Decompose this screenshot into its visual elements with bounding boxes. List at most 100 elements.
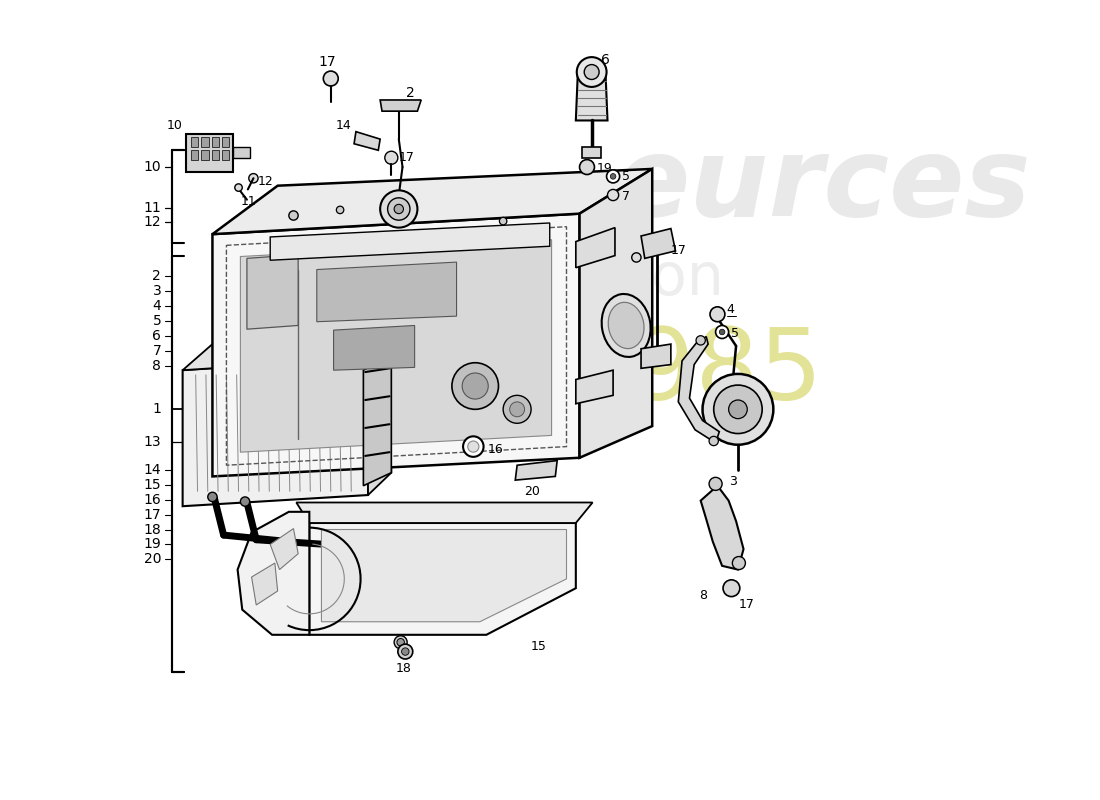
Circle shape — [463, 436, 484, 457]
Text: 11: 11 — [143, 201, 162, 215]
Circle shape — [696, 336, 705, 345]
Text: 2: 2 — [153, 269, 162, 283]
Polygon shape — [575, 370, 613, 404]
Circle shape — [385, 151, 398, 164]
Circle shape — [323, 71, 338, 86]
Circle shape — [462, 373, 488, 399]
Circle shape — [733, 557, 746, 570]
Polygon shape — [641, 229, 675, 258]
Text: 18: 18 — [143, 522, 162, 537]
Polygon shape — [241, 240, 551, 452]
Circle shape — [710, 436, 718, 446]
Bar — [211, 150, 219, 160]
Bar — [222, 138, 229, 146]
Circle shape — [381, 190, 417, 228]
Text: 15: 15 — [144, 478, 162, 492]
Circle shape — [606, 170, 619, 183]
Polygon shape — [252, 563, 277, 605]
Circle shape — [402, 648, 409, 655]
Circle shape — [208, 492, 217, 502]
Circle shape — [710, 307, 725, 322]
Text: 8: 8 — [698, 589, 707, 602]
Circle shape — [509, 402, 525, 417]
Bar — [201, 150, 209, 160]
Circle shape — [728, 400, 747, 418]
Text: 7: 7 — [623, 190, 630, 203]
Bar — [191, 150, 198, 160]
Text: 10: 10 — [167, 118, 183, 132]
Text: 4: 4 — [727, 303, 735, 316]
Circle shape — [607, 190, 618, 201]
Polygon shape — [333, 326, 415, 370]
Text: 1: 1 — [152, 402, 162, 416]
Circle shape — [241, 497, 250, 506]
Circle shape — [394, 636, 407, 649]
Text: 17: 17 — [144, 508, 162, 522]
Circle shape — [723, 580, 740, 597]
Text: 4: 4 — [153, 299, 162, 313]
Text: 16: 16 — [487, 443, 503, 456]
Circle shape — [503, 395, 531, 423]
Text: 13: 13 — [144, 435, 162, 449]
Text: 5: 5 — [732, 327, 739, 340]
Polygon shape — [212, 214, 580, 477]
Text: 17: 17 — [671, 245, 686, 258]
Circle shape — [719, 329, 725, 334]
Text: 17: 17 — [399, 151, 415, 164]
Polygon shape — [296, 502, 593, 523]
Polygon shape — [309, 523, 575, 635]
Ellipse shape — [608, 302, 644, 349]
Text: 2: 2 — [406, 86, 415, 99]
Circle shape — [452, 362, 498, 410]
Polygon shape — [368, 333, 392, 495]
Circle shape — [289, 211, 298, 220]
Text: 8: 8 — [152, 358, 162, 373]
Polygon shape — [321, 530, 566, 622]
Circle shape — [337, 206, 344, 214]
Text: 17: 17 — [739, 598, 755, 611]
Text: 1985: 1985 — [569, 323, 823, 421]
Polygon shape — [212, 169, 652, 234]
Text: 6: 6 — [152, 329, 162, 342]
Polygon shape — [580, 169, 652, 458]
Polygon shape — [381, 100, 421, 111]
Bar — [201, 138, 209, 146]
Text: 19: 19 — [596, 162, 612, 175]
Circle shape — [234, 184, 242, 191]
Circle shape — [584, 65, 600, 79]
Circle shape — [716, 326, 728, 338]
Text: 12: 12 — [258, 174, 274, 187]
Circle shape — [387, 198, 410, 220]
Polygon shape — [183, 333, 392, 370]
Circle shape — [468, 441, 478, 452]
Polygon shape — [238, 512, 309, 635]
Circle shape — [610, 174, 616, 179]
Circle shape — [398, 644, 412, 659]
Polygon shape — [679, 337, 719, 443]
Text: 3: 3 — [153, 284, 162, 298]
Text: 11: 11 — [241, 195, 256, 208]
Text: 19: 19 — [143, 538, 162, 551]
Circle shape — [499, 218, 507, 225]
Circle shape — [703, 374, 773, 445]
Text: 7: 7 — [153, 344, 162, 358]
Text: 14: 14 — [336, 118, 351, 132]
Bar — [211, 138, 219, 146]
Text: 6: 6 — [601, 53, 609, 67]
Polygon shape — [582, 146, 601, 158]
Bar — [191, 138, 198, 146]
Polygon shape — [575, 228, 615, 268]
Polygon shape — [575, 76, 607, 121]
Bar — [222, 150, 229, 160]
Circle shape — [580, 160, 594, 174]
Text: 10: 10 — [144, 160, 162, 174]
Text: 18: 18 — [396, 662, 411, 675]
Polygon shape — [186, 134, 233, 172]
Text: 12: 12 — [144, 215, 162, 229]
Circle shape — [397, 638, 405, 646]
Polygon shape — [183, 358, 368, 506]
Ellipse shape — [602, 294, 650, 357]
Text: 15: 15 — [531, 641, 547, 654]
Circle shape — [710, 478, 722, 490]
Text: 17: 17 — [319, 54, 337, 69]
